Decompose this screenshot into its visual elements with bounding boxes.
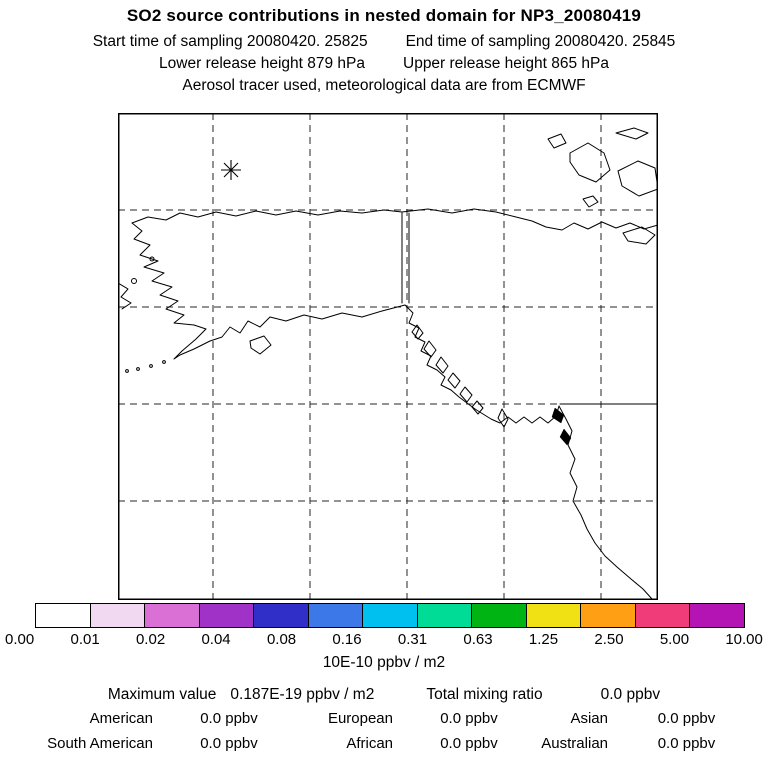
release-location-marker [221, 160, 241, 180]
region-value: 0.0 ppbv [657, 710, 716, 727]
colorbar-cell [308, 604, 364, 627]
colorbar-tick: 5.00 [659, 631, 690, 648]
map-border [118, 113, 658, 600]
region-label: Asian [570, 710, 608, 727]
region-label: African [346, 735, 393, 752]
region-stats: American 0.0 ppbv European 0.0 ppbv Asian 0.0… [29, 710, 739, 752]
map-gridlines [118, 113, 658, 600]
vancouver-islands [551, 407, 572, 446]
colorbar-tick: 0.63 [463, 631, 493, 648]
max-value-label: Maximum value [107, 686, 217, 703]
colorbar-tick: 10.00 [725, 631, 763, 648]
total-mixing-ratio-label: Total mixing ratio [426, 686, 543, 703]
colorbar-cell [36, 604, 91, 627]
region-value: 0.0 ppbv [200, 710, 258, 727]
colorbar-cell [472, 604, 527, 627]
colorbar-tick: 0.02 [135, 631, 166, 648]
region-value: 0.0 ppbv [440, 735, 498, 752]
colorbar-cell [690, 604, 744, 627]
colorbar-cell [145, 604, 200, 627]
max-value: 0.187E-19 ppbv / m2 [230, 686, 375, 703]
colorbar-tick: 0.00 [5, 631, 35, 648]
upper-release-text: Upper release height 865 hPa [403, 55, 609, 72]
colorbar-cell [635, 604, 691, 627]
region-label: American [89, 710, 153, 727]
map-svg [118, 113, 658, 600]
region-label: South American [47, 735, 153, 752]
colorbar-cell [90, 604, 146, 627]
colorbar-tick: 1.25 [528, 631, 559, 648]
region-value: 0.0 ppbv [440, 710, 498, 727]
colorbar-units-label: 10E-10 ppbv / m2 [322, 654, 446, 671]
colorbar-cell [526, 604, 582, 627]
end-time-text: End time of sampling 20080420. 25845 [405, 33, 676, 50]
region-value: 0.0 ppbv [200, 735, 258, 752]
tracer-info-text: Aerosol tracer used, meteorological data… [182, 77, 586, 94]
page-title: SO2 source contributions in nested domai… [126, 6, 642, 25]
colorbar [35, 603, 745, 628]
release-height-row: Lower release height 879 hPa Upper relea… [0, 55, 768, 73]
colorbar-tick: 0.16 [332, 631, 362, 648]
colorbar-tick: 0.08 [266, 631, 297, 648]
stats-line: Maximum value 0.187E-19 ppbv / m2 Total … [0, 686, 768, 704]
colorbar-tick: 2.50 [594, 631, 624, 648]
region-label: Australian [541, 735, 608, 752]
region-value: 0.0 ppbv [657, 735, 716, 752]
sampling-time-row: Start time of sampling 20080420. 25825 E… [0, 33, 768, 51]
colorbar-tick: 0.31 [397, 631, 428, 648]
colorbar-tick: 0.01 [70, 631, 100, 648]
colorbar-tick: 0.04 [201, 631, 231, 648]
lower-release-text: Lower release height 879 hPa [159, 55, 365, 72]
colorbar-cell [363, 604, 418, 627]
coastlines [118, 127, 658, 600]
header: SO2 source contributions in nested domai… [0, 6, 768, 99]
colorbar-cell [254, 604, 309, 627]
start-time-text: Start time of sampling 20080420. 25825 [92, 33, 368, 50]
colorbar-cell [199, 604, 255, 627]
colorbar-cell [417, 604, 473, 627]
colorbar-cell [581, 604, 636, 627]
total-mixing-ratio-value: 0.0 ppbv [600, 686, 661, 703]
colorbar-ticks: 0.00 0.01 0.02 0.04 0.08 0.16 0.31 0.63 1.25 2.50… [0, 631, 768, 648]
map-panel [118, 113, 658, 600]
alaska-border-line [401, 212, 410, 304]
region-label: European [327, 710, 393, 727]
